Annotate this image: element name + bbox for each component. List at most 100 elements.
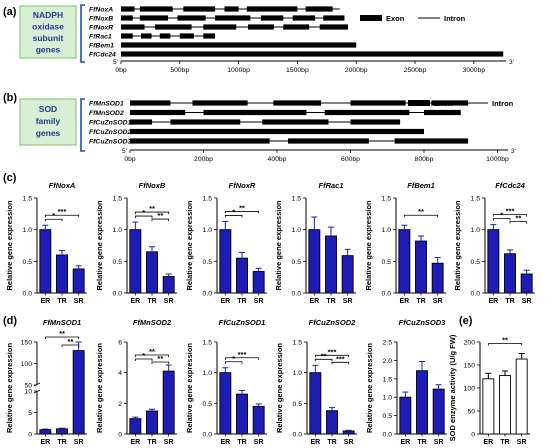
- gene-exon: [179, 33, 194, 39]
- bar: [325, 235, 337, 294]
- bar-chart: Relative gene expression FfCdc24 0.0 0.5 1.0…: [453, 181, 535, 305]
- gene-name: FfBem1: [89, 43, 114, 50]
- gene-exon: [319, 24, 348, 30]
- significance-label: *: [52, 211, 55, 220]
- gene-exon: [121, 15, 133, 21]
- bar: [482, 378, 495, 435]
- gene-exon: [350, 100, 406, 106]
- gene-family-box-text: SOD: [39, 104, 57, 114]
- bar: [415, 240, 427, 294]
- y-tick-label: 1.5: [292, 196, 302, 203]
- gene-family-box-text: family: [36, 116, 61, 126]
- y-tick-label: 1.0: [382, 227, 392, 234]
- legend-exon-label: Exon: [386, 14, 405, 23]
- gene-exon: [159, 33, 171, 39]
- axis-3prime: 3': [509, 59, 514, 66]
- x-tick-label: ER: [400, 439, 410, 446]
- y-tick-label: 50: [467, 409, 475, 416]
- panel-label: (a): [3, 6, 17, 18]
- panel-label: (d): [3, 315, 17, 327]
- y-axis-label: Relative gene expression: [5, 200, 14, 290]
- y-tick-label: 1.5: [471, 196, 481, 203]
- y-tick-label: 1.5: [23, 196, 33, 203]
- chart-title: FfCuZnSOD2: [309, 318, 356, 327]
- y-tick-label: 100: [21, 361, 33, 368]
- bar: [162, 276, 175, 294]
- x-tick-label: SR: [434, 439, 444, 446]
- chart-title: FfNoxB: [139, 181, 166, 190]
- bar: [146, 251, 158, 294]
- gene-family-box-text: genes: [36, 45, 61, 55]
- significance-label: **: [515, 214, 521, 223]
- significance-bracket: [403, 214, 439, 218]
- significance-label: ***: [336, 354, 345, 363]
- x-tick-label: TR: [500, 439, 509, 446]
- y-tick-label: 2: [118, 401, 122, 408]
- significance-bracket: [487, 343, 523, 346]
- significance-bracket: [224, 357, 260, 360]
- significance-bracket: [134, 215, 153, 219]
- bar: [129, 418, 142, 435]
- bar-chart: Relative gene expression FfNoxA 0.0 0.5 1.0 1…: [5, 181, 87, 305]
- legend-intron-label: Intron: [492, 99, 514, 108]
- x-tick-label: TR: [147, 298, 156, 305]
- y-tick-label: 1.5: [293, 340, 303, 347]
- y-tick-label: 0.5: [113, 259, 123, 266]
- gene-exon: [424, 109, 461, 116]
- y-tick-label: 0.0: [293, 432, 303, 439]
- bar: [219, 229, 232, 294]
- y-tick-label: 5: [28, 410, 32, 417]
- y-tick-label: 1.0: [383, 395, 393, 402]
- gene-exon: [288, 138, 369, 144]
- significance-label: **: [67, 337, 73, 346]
- significance-bracket: [61, 344, 80, 347]
- bar-chart: Relative gene expression FfCuZnSOD1 0.0 0.5…: [185, 318, 267, 446]
- bar: [504, 253, 516, 294]
- y-tick-label: 0.0: [203, 432, 213, 439]
- gene-family-box-text: oxidase: [32, 22, 64, 32]
- bp-axis-tick-label: 600bp: [341, 156, 360, 163]
- significance-bracket: [44, 214, 80, 218]
- bar: [515, 358, 528, 435]
- gene-exon: [170, 119, 241, 125]
- axis-break-mark: [33, 382, 41, 394]
- bp-axis-tick-label: 1000bp: [227, 67, 250, 74]
- gene-name: FfCuZnSOD2: [89, 129, 132, 136]
- y-tick-label: 0.0: [23, 291, 33, 298]
- y-axis-label: Relative gene expression: [274, 200, 283, 290]
- bar: [341, 255, 354, 294]
- y-tick-label: 1.0: [293, 370, 303, 377]
- gene-exon: [224, 6, 239, 12]
- gene-exon: [203, 33, 216, 39]
- y-tick-label: 0.0: [203, 291, 213, 298]
- bar: [499, 375, 511, 435]
- gene-name: FfCdc24: [89, 52, 116, 59]
- bp-axis-tick-label: 400bp: [268, 156, 287, 163]
- significance-bracket: [224, 361, 243, 364]
- significance-label: *: [500, 211, 503, 220]
- bar: [431, 262, 444, 294]
- y-tick-label: 100: [464, 386, 476, 393]
- x-tick-label: TR: [326, 298, 335, 305]
- bar: [520, 273, 533, 294]
- x-tick-label: TR: [57, 439, 66, 446]
- y-axis-label: Relative gene expression: [185, 200, 194, 290]
- gene-exon: [177, 15, 206, 21]
- panel-b-gene-structure: (b)SODfamilygenesExonIntronFfMnSOD1FfMnS…: [3, 92, 516, 163]
- bar-chart: Relative gene expression FfCuZnSOD3 0.0 0.5…: [365, 318, 447, 446]
- y-axis-label: Relative gene expression: [365, 343, 374, 433]
- significance-bracket: [134, 211, 170, 215]
- chart-title: FfCdc24: [495, 181, 525, 190]
- bar-chart: Relative gene expression FfNoxR 0.0 0.5 1.0 1…: [185, 181, 267, 305]
- bar: [398, 229, 411, 294]
- gene-exon: [203, 109, 307, 116]
- significance-label: **: [502, 336, 508, 345]
- significance-label: **: [157, 354, 163, 363]
- bar-chart: Relative gene expression FfRac1 0.0 0.5 1.0 1…: [274, 181, 356, 305]
- gene-name: FfMnSOD2: [89, 110, 124, 117]
- bar: [129, 229, 142, 294]
- bar: [326, 410, 338, 435]
- gene-family-box: [19, 98, 77, 146]
- gene-name: FfCuZnSOD1: [89, 120, 132, 127]
